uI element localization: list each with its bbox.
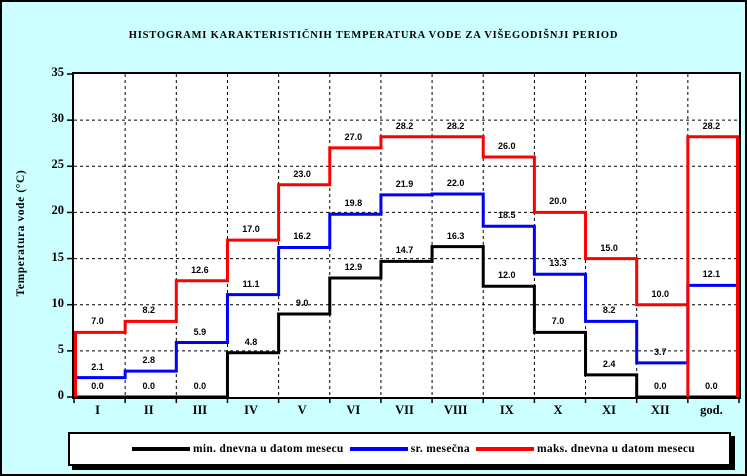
y-tick-label: 0 — [57, 388, 64, 402]
series-path-2 — [74, 135, 739, 397]
data-label: 8.2 — [602, 305, 616, 316]
data-label: 22.0 — [446, 177, 465, 188]
legend: min. dnevna u datom mesecu sr. mesečna mak… — [68, 432, 731, 466]
data-label: 16.3 — [446, 230, 465, 241]
chart-title: HISTOGRAMI KARAKTERISTIČNIH TEMPERATURA … — [128, 30, 619, 41]
x-tick-label: VIII — [443, 403, 468, 417]
y-tick-label: 10 — [51, 295, 65, 310]
data-label: 7.0 — [91, 316, 104, 327]
x-tick-label: II — [143, 403, 154, 417]
y-tick-label: 25 — [51, 157, 65, 172]
x-tick-label: god. — [700, 403, 723, 417]
x-tick-label: XI — [602, 403, 617, 417]
data-label: 21.9 — [395, 178, 414, 189]
y-tick-label: 30 — [51, 111, 65, 126]
data-label: 28.2 — [395, 120, 414, 131]
x-tick-label: VI — [346, 403, 361, 417]
data-label: 16.2 — [293, 231, 311, 242]
x-tick-label: X — [553, 403, 563, 417]
data-label: 15.0 — [600, 242, 618, 253]
legend-item-2: maks. dnevna u datom mesecu — [476, 443, 695, 455]
data-label: 7.0 — [551, 316, 565, 327]
data-label: 0.0 — [91, 381, 104, 391]
y-tick-label: 15 — [51, 249, 65, 264]
data-label: 4.8 — [244, 336, 258, 347]
data-label: 2.4 — [602, 358, 616, 369]
y-tick-label: 5 — [57, 341, 64, 356]
x-tick-label: VII — [395, 403, 414, 417]
data-label: 2.8 — [142, 355, 155, 366]
y-tick-label: 20 — [51, 203, 65, 218]
chart-canvas — [67, 73, 740, 403]
series-path-1 — [74, 192, 739, 380]
legend-item-0: min. dnevna u datom mesecu — [132, 443, 344, 455]
data-label: 18.5 — [498, 210, 516, 221]
data-label: 12.1 — [702, 269, 721, 280]
data-label: 0.0 — [142, 381, 155, 391]
plot-area — [67, 72, 741, 403]
legend-line-sample — [132, 447, 190, 451]
x-tick-label: XII — [650, 403, 670, 417]
data-label: 28.2 — [446, 120, 465, 131]
data-label: 11.1 — [242, 278, 260, 289]
data-label: 9.0 — [295, 297, 309, 308]
data-label: 19.8 — [344, 198, 363, 209]
x-tick-label: IV — [244, 403, 258, 417]
data-label: 3.7 — [654, 346, 667, 357]
data-label: 0.0 — [193, 381, 207, 391]
legend-label: sr. mesečna — [410, 443, 470, 455]
data-label: 17.0 — [242, 224, 260, 235]
data-label: 13.3 — [549, 258, 567, 269]
legend-line-sample — [349, 447, 408, 451]
data-label: 12.0 — [498, 270, 516, 281]
x-tick-label: IX — [499, 403, 514, 417]
data-label: 27.0 — [344, 131, 363, 142]
legend-label: maks. dnevna u datom mesecu — [537, 443, 695, 455]
data-label: 12.6 — [191, 264, 209, 275]
legend-label: min. dnevna u datom mesecu — [193, 443, 344, 455]
data-label: 26.0 — [498, 141, 516, 152]
x-tick-label: V — [297, 403, 307, 417]
data-label: 0.0 — [654, 381, 667, 391]
series-path-0 — [74, 245, 739, 399]
data-label: 12.9 — [344, 261, 363, 272]
data-label: 23.0 — [293, 168, 311, 179]
data-label: 2.1 — [91, 361, 104, 372]
data-label: 28.2 — [702, 120, 721, 131]
y-tick-label: 35 — [51, 65, 65, 79]
x-tick-label: III — [192, 403, 208, 417]
x-tick-label: I — [95, 403, 100, 417]
data-label: 5.9 — [193, 326, 207, 337]
legend-item-1: sr. mesečna — [349, 443, 470, 455]
legend-line-sample — [476, 447, 535, 451]
data-label: 8.2 — [142, 305, 155, 316]
data-label: 10.0 — [651, 288, 670, 299]
y-axis-title: Temperatura vode (°C) — [15, 169, 27, 297]
data-label: 14.7 — [395, 245, 414, 256]
data-label: 0.0 — [705, 381, 718, 391]
data-label: 20.0 — [549, 196, 567, 207]
